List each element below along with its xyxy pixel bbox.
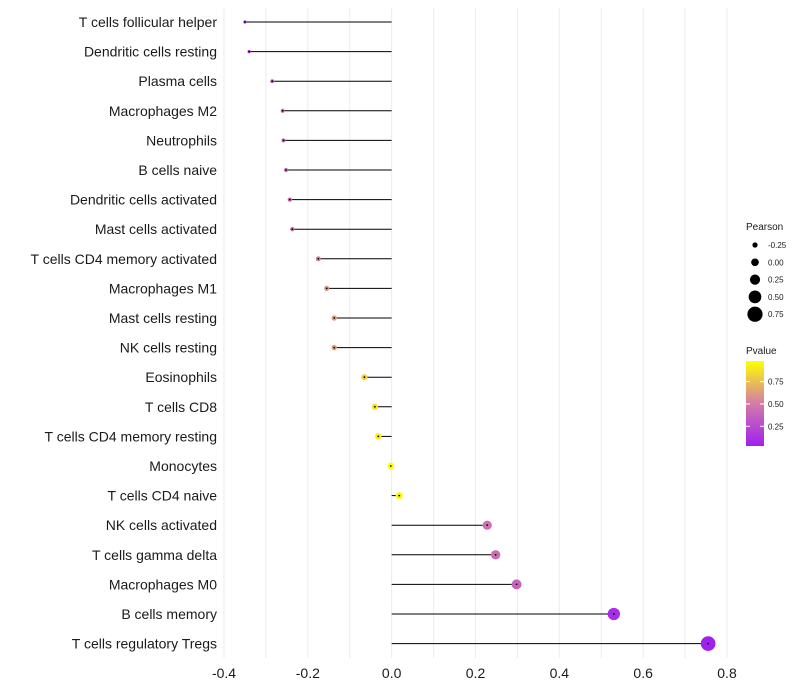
lollipop-stem-end bbox=[486, 524, 489, 527]
category-label: B cells memory bbox=[121, 606, 217, 622]
category-label: NK cells resting bbox=[120, 340, 217, 356]
x-tick-label: 0.4 bbox=[550, 665, 570, 681]
category-label: Plasma cells bbox=[138, 73, 217, 89]
x-tick-label: -0.2 bbox=[296, 665, 320, 681]
category-label: T cells CD4 memory resting bbox=[45, 428, 217, 444]
lollipop-stem-end bbox=[271, 80, 274, 83]
size-legend-label: 0.25 bbox=[768, 276, 784, 285]
category-label: Eosinophils bbox=[145, 369, 217, 385]
color-legend-bar bbox=[746, 361, 764, 446]
lollipop-stem-end bbox=[281, 109, 284, 112]
lollipop-stem-end bbox=[377, 435, 380, 438]
category-label: Monocytes bbox=[149, 458, 217, 474]
lollipop-stem-end bbox=[374, 405, 376, 408]
category-label: Macrophages M2 bbox=[109, 103, 217, 119]
lollipop-stem-end bbox=[389, 465, 392, 467]
size-legend-label: 0.00 bbox=[768, 258, 784, 267]
category-label: Macrophages M1 bbox=[109, 280, 217, 296]
lollipop-stem-end bbox=[515, 583, 518, 586]
lollipop-stem-end bbox=[288, 198, 291, 201]
color-legend-label: 0.25 bbox=[768, 422, 784, 431]
category-label: NK cells activated bbox=[106, 517, 217, 533]
x-tick-label: 0.8 bbox=[717, 665, 737, 681]
lollipop-stem-end bbox=[398, 494, 401, 497]
lollipop-stem-end bbox=[494, 553, 497, 556]
grid-lines bbox=[223, 8, 728, 658]
lollipop-stem-end bbox=[248, 50, 251, 53]
category-label: Dendritic cells activated bbox=[70, 192, 217, 208]
category-label: Dendritic cells resting bbox=[84, 44, 217, 60]
lollipop-stem-end bbox=[291, 228, 294, 231]
pvalue-color-legend: Pvalue 0.75 0.50 0.25 bbox=[746, 346, 784, 446]
category-label: Neutrophils bbox=[146, 132, 217, 148]
size-legend-key bbox=[747, 306, 763, 322]
color-legend-title: Pvalue bbox=[746, 346, 777, 357]
x-tick-label: 0.6 bbox=[633, 665, 653, 681]
category-label: Mast cells resting bbox=[109, 310, 217, 326]
lollipop-stem-end bbox=[317, 257, 320, 260]
category-label: T cells CD4 memory activated bbox=[31, 251, 217, 267]
size-legend-title: Pearson bbox=[746, 222, 783, 233]
x-tick-label: 0.2 bbox=[466, 665, 486, 681]
size-legend-key bbox=[751, 258, 759, 267]
lollipop-stem-end bbox=[285, 169, 287, 171]
x-tick-label: -0.4 bbox=[212, 665, 236, 681]
x-tick-label: 0.0 bbox=[382, 665, 402, 681]
category-label: T cells CD8 bbox=[145, 399, 217, 415]
lollipop-stem-end bbox=[244, 21, 246, 23]
pearson-size-legend: Pearson -0.25 0.00 0.25 0.50 0.75 bbox=[746, 222, 787, 322]
lollipop-points bbox=[243, 20, 716, 651]
category-label: B cells naive bbox=[138, 162, 217, 178]
category-label: T cells follicular helper bbox=[79, 14, 218, 30]
lollipop-stem-end bbox=[363, 376, 366, 379]
color-legend-label: 0.75 bbox=[768, 378, 784, 387]
lollipop-stem-end bbox=[325, 287, 328, 290]
size-legend-label: 0.50 bbox=[768, 293, 784, 302]
lollipop-stem-end bbox=[282, 139, 285, 142]
category-label: T cells regulatory Tregs bbox=[72, 636, 217, 652]
size-legend-label: -0.25 bbox=[768, 241, 787, 250]
lollipop-stem-end bbox=[333, 346, 336, 349]
category-label: T cells CD4 naive bbox=[108, 488, 218, 504]
category-label: Mast cells activated bbox=[95, 221, 217, 237]
size-legend-key bbox=[748, 290, 762, 304]
size-legend-key bbox=[749, 274, 761, 285]
color-legend-label: 0.50 bbox=[768, 400, 784, 409]
lollipop-stem-end bbox=[612, 613, 615, 615]
lollipop-stem-end bbox=[707, 642, 710, 645]
lollipop-stem-end bbox=[333, 317, 336, 319]
size-legend-key bbox=[752, 242, 758, 248]
size-legend-label: 0.75 bbox=[768, 310, 784, 319]
x-axis-tick-labels: -0.4 -0.2 0.0 0.2 0.4 0.6 0.8 bbox=[212, 665, 737, 681]
category-labels: T cells follicular helper Dendritic cells… bbox=[31, 14, 218, 652]
category-label: Macrophages M0 bbox=[109, 576, 217, 592]
lollipop-stems bbox=[244, 21, 709, 645]
category-label: T cells gamma delta bbox=[92, 547, 217, 563]
